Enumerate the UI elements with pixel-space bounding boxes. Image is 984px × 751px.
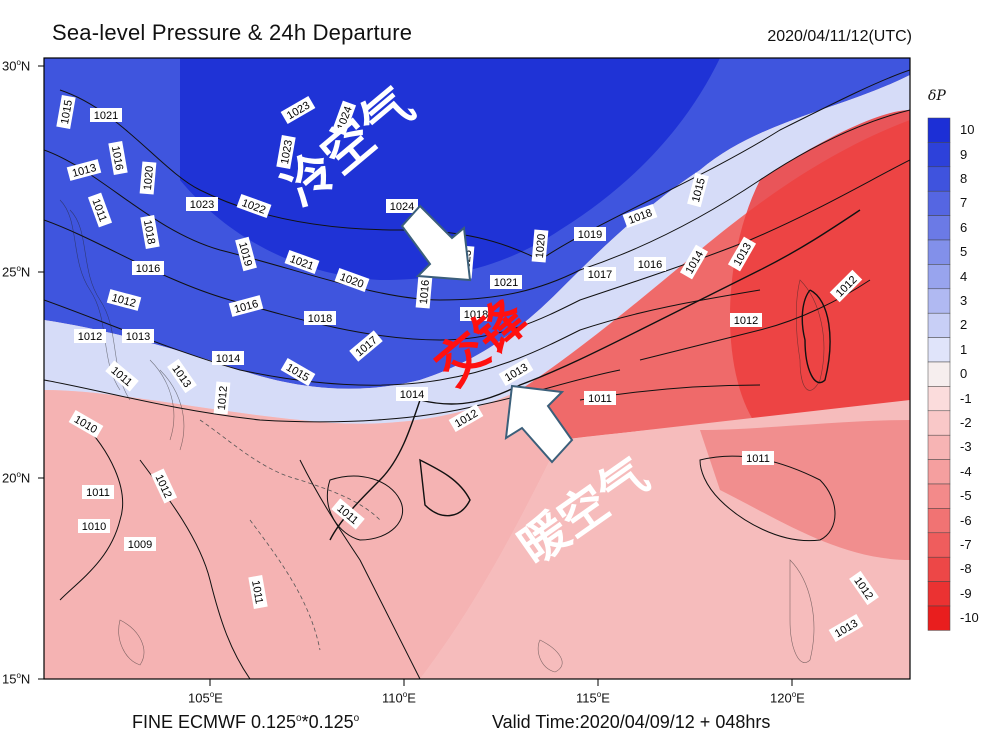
colorbar-swatch xyxy=(927,410,951,436)
map-frame xyxy=(43,57,911,680)
isobar-label: 1018 xyxy=(464,309,488,321)
colorbar-label: -7 xyxy=(960,537,972,552)
colorbar-label: 1 xyxy=(960,341,968,357)
colorbar-swatch xyxy=(927,581,951,607)
isobar-label: 1011 xyxy=(86,487,110,499)
lat-label-20n: 20oN xyxy=(2,470,31,486)
lon-label-110e: 110oE xyxy=(382,690,416,706)
valid-time: Valid Time:2020/04/09/12 + 048hrs xyxy=(492,712,771,732)
lat-label-30n: 30oN xyxy=(2,58,31,74)
isobar-label: 1012 xyxy=(78,331,102,343)
colorbar-swatch xyxy=(927,190,951,216)
colorbar-label: -3 xyxy=(960,439,972,455)
isobar-label: 1024 xyxy=(390,201,414,213)
lon-label-105e: 105oE xyxy=(188,690,223,706)
isobar-label: 1018 xyxy=(308,313,332,325)
colorbar-label: -8 xyxy=(960,561,972,577)
isobar-label: 1012 xyxy=(216,385,230,410)
isobar-label: 1019 xyxy=(578,229,602,241)
analysis-datetime: 2020/04/11/12(UTC) xyxy=(767,28,912,45)
isobar-label: 1023 xyxy=(279,139,295,165)
colorbar-label: 7 xyxy=(960,195,968,211)
colorbar-swatch xyxy=(927,264,951,290)
isobar-label: 1016 xyxy=(109,145,125,171)
warm-air-arrow xyxy=(504,384,574,464)
colorbar-swatch xyxy=(927,215,951,241)
isobar-label: 1011 xyxy=(588,393,612,405)
isobar-label: 1011 xyxy=(249,579,265,604)
colorbar-label: 0 xyxy=(960,366,968,382)
colorbar-label: -4 xyxy=(960,463,972,479)
colorbar-swatch xyxy=(927,142,951,168)
colorbar-swatch xyxy=(927,239,951,265)
isobar-label: 1015 xyxy=(59,99,75,125)
colorbar-swatch xyxy=(927,361,951,387)
colorbar-label: -10 xyxy=(960,610,979,626)
isobar-label: 1020 xyxy=(534,233,548,258)
colorbar-label: 4 xyxy=(960,268,968,284)
lon-label-115e: 115oE xyxy=(576,690,610,706)
isobar-label: 1013 xyxy=(126,331,150,343)
lat-label-15n: 15oN xyxy=(2,671,31,687)
isobar-label: 1018 xyxy=(141,219,157,245)
colorbar-swatch xyxy=(927,483,951,509)
colorbar-label: 10 xyxy=(960,122,975,138)
colorbar-swatch xyxy=(927,386,951,412)
colorbar-swatch xyxy=(927,532,951,558)
boundary-lines xyxy=(199,419,381,651)
colorbar-swatch xyxy=(927,434,951,460)
chart-title: Sea-level Pressure & 24h Departure xyxy=(52,20,413,45)
colorbar-label: -1 xyxy=(960,390,972,406)
colorbar-title: δP xyxy=(928,88,946,104)
isobar-label: 1020 xyxy=(142,165,156,190)
isobar-label: 1016 xyxy=(136,263,160,275)
isobar-label: 1016 xyxy=(638,259,662,271)
isobar-label: 1014 xyxy=(400,389,424,401)
colorbar xyxy=(927,117,951,631)
isobar-label: 1011 xyxy=(746,453,770,465)
colorbar-label: 5 xyxy=(960,244,968,260)
colorbar-label: 3 xyxy=(960,293,968,308)
isobar-label: 1023 xyxy=(190,199,214,211)
colorbar-swatch xyxy=(927,459,951,485)
isobar-label: 1021 xyxy=(94,110,118,122)
colorbar-swatch xyxy=(927,337,951,363)
axis-ticks xyxy=(38,65,793,686)
colorbar-swatch xyxy=(927,166,951,192)
warm-air-far-east xyxy=(730,110,910,500)
colorbar-swatch xyxy=(927,117,951,143)
isobar-label: 1012 xyxy=(734,315,758,327)
colorbar-label: -2 xyxy=(960,415,972,430)
isobar-label: 1014 xyxy=(216,353,240,365)
colorbar-swatch xyxy=(927,605,951,631)
isobar-label: 1016 xyxy=(418,279,432,304)
lat-label-25n: 25oN xyxy=(2,264,31,280)
isobar-label: 1017 xyxy=(588,269,612,281)
colorbar-label: 8 xyxy=(960,171,968,186)
coastlines xyxy=(329,209,861,541)
colorbar-swatch xyxy=(927,312,951,338)
colorbar-label: 6 xyxy=(960,219,968,235)
colorbar-label: -9 xyxy=(960,585,972,601)
colorbar-label: -5 xyxy=(960,488,972,504)
lon-label-120e: 120oE xyxy=(770,690,805,706)
isobar-label: 1010 xyxy=(82,521,106,533)
cold-air-arrow xyxy=(400,204,472,282)
colorbar-swatch xyxy=(927,508,951,534)
colorbar-swatch xyxy=(927,556,951,582)
model-info: FINE ECMWF 0.125o*0.125o xyxy=(132,712,360,732)
colorbar-label: -6 xyxy=(960,512,972,528)
isobar-label: 1021 xyxy=(494,277,518,289)
colorbar-swatch xyxy=(927,288,951,314)
warm-air-south xyxy=(44,390,560,679)
colorbar-label: 2 xyxy=(960,317,968,333)
colorbar-label: 9 xyxy=(960,146,968,162)
isobar-label: 1009 xyxy=(128,539,152,551)
